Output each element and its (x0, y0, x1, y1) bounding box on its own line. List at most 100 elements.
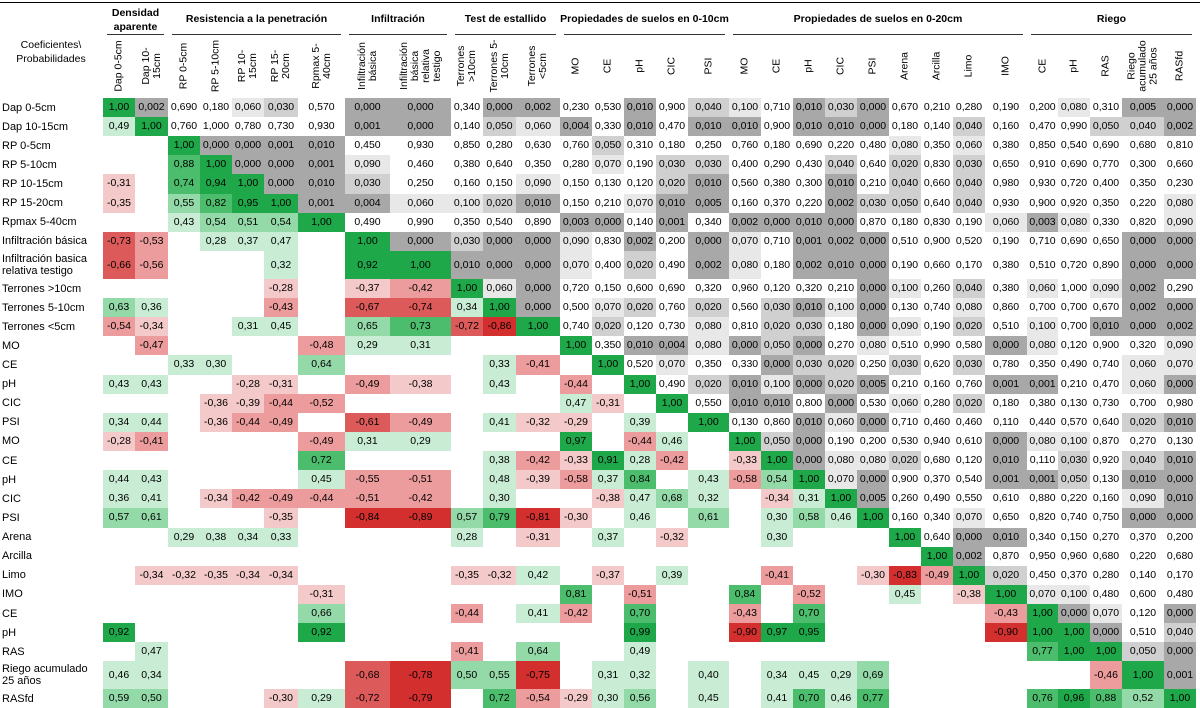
table-cell: 0,630 (524, 139, 552, 152)
table-cell: 0,000 (592, 212, 624, 232)
table-cell: 1,00 (1058, 623, 1090, 643)
table-cell: 0,33 (264, 527, 298, 547)
table-cell: 1,00 (168, 136, 200, 156)
table-cell: 0,49 (624, 642, 656, 662)
table-cell: 0,690 (1060, 158, 1088, 171)
table-cell: 0,820 (1129, 215, 1157, 228)
table-cell: 0,41 (483, 412, 516, 432)
table-cell (451, 336, 483, 355)
table-cell: 0,070 (656, 355, 688, 375)
table-cell: 0,730 (658, 320, 686, 333)
table-cell: 0,95 (232, 193, 264, 213)
table-cell: 0,090 (1090, 278, 1122, 299)
table-cell: 0,010 (729, 117, 761, 137)
table-cell: 0,52 (1122, 689, 1164, 708)
table-cell: 0,300 (795, 177, 823, 190)
table-cell: 0,210 (594, 196, 622, 209)
table-cell: 0,090 (345, 155, 390, 175)
column-header: RASfd (1173, 50, 1186, 82)
table-cell: 0,190 (923, 320, 951, 333)
table-cell: 0,710 (763, 234, 791, 247)
table-cell: 0,010 (825, 174, 857, 194)
table-cell: 0,000 (1164, 470, 1196, 490)
table-cell: 0,41 (516, 604, 560, 624)
table-cell: 0,650 (992, 158, 1020, 171)
table-cell: 0,002 (825, 193, 857, 213)
table-cell (103, 642, 135, 661)
table-cell: 0,070 (560, 250, 592, 279)
table-cell: 0,880 (1029, 492, 1056, 505)
table-cell: 0,180 (891, 120, 919, 133)
table-cell: 0,000 (761, 212, 793, 232)
table-cell (345, 394, 390, 413)
table-cell: 0,030 (953, 355, 985, 375)
table-cell: 0,210 (1060, 377, 1088, 390)
table-cell (168, 336, 200, 355)
table-cell: 0,250 (407, 177, 434, 190)
table-cell: 0,070 (729, 231, 761, 251)
table-cell (345, 585, 390, 604)
table-cell: 0,000 (761, 355, 793, 375)
table-cell: 0,000 (390, 117, 451, 137)
table-cell: 0,510 (1029, 258, 1056, 271)
table-cell: 0,99 (624, 623, 656, 643)
table-cell: 0,040 (953, 117, 985, 137)
table-cell: 0,080 (889, 136, 921, 156)
table-cell: 0,97 (761, 623, 793, 643)
table-cell (345, 451, 390, 470)
table-cell: 1,00 (793, 470, 825, 490)
table-cell: 0,070 (624, 193, 656, 213)
group-header: Infiltración (371, 13, 425, 25)
table-cell: 0,37 (592, 470, 624, 490)
table-cell: -0,58 (729, 470, 761, 490)
table-cell: 0,530 (594, 101, 622, 113)
table-cell: 0,930 (1029, 177, 1056, 190)
table-cell: 0,000 (483, 98, 516, 118)
table-cell (451, 355, 483, 374)
table-cell (200, 298, 232, 317)
table-cell: 0,020 (761, 317, 793, 337)
table-cell: 0,030 (825, 98, 857, 118)
group-header: Densidad aparente (111, 7, 160, 33)
table-cell (135, 136, 168, 155)
table-cell (451, 451, 483, 470)
table-cell: -0,31 (264, 374, 298, 394)
table-cell (953, 604, 985, 623)
table-cell: 0,000 (857, 278, 889, 299)
column-header: Terrones <5cm (526, 45, 549, 87)
table-cell (345, 642, 390, 661)
table-cell (656, 470, 688, 489)
table-cell: 0,210 (891, 377, 919, 390)
column-header: CIC (834, 56, 847, 76)
table-cell (483, 623, 516, 642)
table-cell: 0,470 (1029, 120, 1056, 133)
table-cell: 0,84 (729, 584, 761, 604)
table-cell: 0,370 (1060, 568, 1088, 581)
table-cell: -0,53 (135, 231, 168, 251)
table-cell: 0,000 (793, 336, 825, 356)
table-cell: 0,40 (688, 661, 729, 690)
table-cell (793, 547, 825, 566)
table-cell: 0,47 (624, 489, 656, 509)
table-cell: -0,55 (345, 470, 390, 490)
table-cell: -0,35 (103, 193, 135, 213)
table-cell: -0,43 (985, 604, 1027, 624)
table-cell: 0,810 (1166, 139, 1194, 152)
table-cell: 0,180 (658, 139, 686, 152)
table-cell: 0,020 (889, 155, 921, 175)
table-cell (825, 642, 857, 661)
table-cell: 0,450 (1029, 568, 1056, 581)
table-cell: 0,200 (1029, 101, 1056, 113)
table-cell: 0,001 (1027, 374, 1058, 394)
table-cell (168, 604, 200, 623)
table-cell: 0,200 (1166, 530, 1194, 543)
table-cell: 0,29 (345, 336, 390, 356)
table-cell: 0,000 (729, 336, 761, 356)
table-cell: 0,690 (1092, 139, 1120, 152)
table-cell: 0,43 (135, 374, 168, 394)
table-cell: 0,050 (889, 193, 921, 213)
table-cell: 0,700 (1060, 320, 1088, 333)
column-header: Infiltración básica relativa testigo (397, 42, 443, 90)
table-cell: 0,080 (729, 250, 761, 279)
table-cell: 0,000 (1164, 604, 1196, 624)
